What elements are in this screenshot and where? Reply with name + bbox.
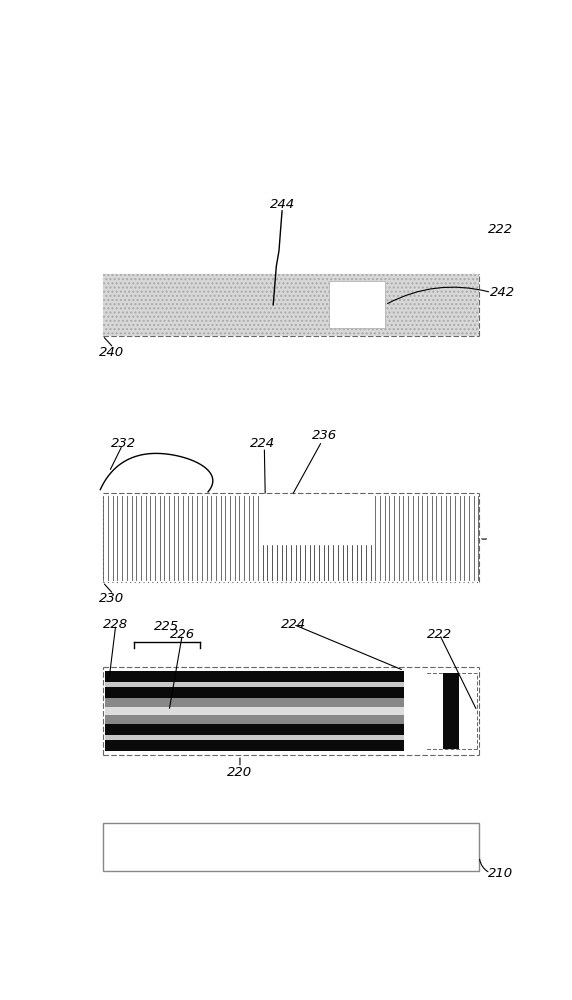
Text: 224: 224 [249,437,275,450]
Bar [105,687,404,698]
Bar [105,671,404,682]
Text: 210: 210 [488,867,513,880]
Bar [105,682,404,687]
Bar [404,671,427,751]
Bar [105,735,404,740]
Bar [329,281,385,328]
Bar [105,715,404,724]
Text: 230: 230 [99,592,124,605]
Bar [102,823,479,871]
Bar [102,274,479,336]
Text: 222: 222 [427,628,452,641]
Text: 226: 226 [170,628,195,641]
Text: 220: 220 [228,766,252,779]
Bar [105,740,404,751]
Text: 225: 225 [154,620,180,633]
Text: 242: 242 [490,286,515,299]
Bar [261,496,374,545]
Bar [443,673,459,749]
Bar [105,724,404,735]
Bar [102,274,479,336]
Bar [105,671,404,751]
Text: 224: 224 [281,618,305,631]
Text: 244: 244 [269,198,295,211]
Text: 236: 236 [312,429,337,442]
Text: 240: 240 [99,346,124,359]
Bar [105,698,404,707]
Text: 228: 228 [104,618,128,631]
Text: 232: 232 [112,437,137,450]
Bar [105,707,404,715]
Text: 222: 222 [488,223,513,236]
